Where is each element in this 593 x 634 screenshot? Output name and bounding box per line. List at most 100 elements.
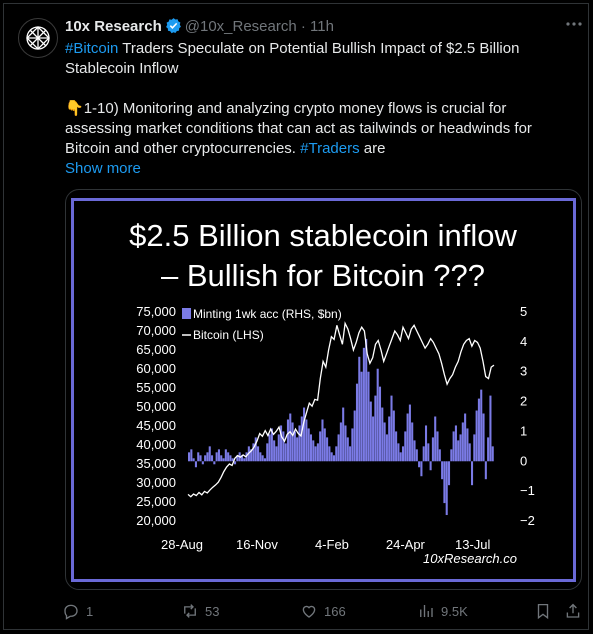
minting-bar bbox=[454, 425, 457, 462]
minting-bar bbox=[300, 416, 303, 462]
left-tick-label: 60,000 bbox=[136, 361, 176, 376]
author-handle[interactable]: @10x_Research bbox=[184, 18, 297, 35]
minting-bar bbox=[443, 461, 446, 504]
minting-bar bbox=[342, 407, 345, 462]
minting-bar bbox=[268, 434, 271, 462]
minting-bar bbox=[365, 338, 368, 462]
reply-button[interactable]: 1 bbox=[62, 602, 93, 620]
minting-bar bbox=[319, 431, 322, 462]
minting-bar bbox=[424, 425, 428, 462]
minting-bar bbox=[335, 446, 338, 462]
minting-bar bbox=[441, 461, 444, 480]
minting-bar bbox=[434, 416, 437, 462]
minting-bar bbox=[266, 443, 269, 462]
minting-bar bbox=[383, 422, 386, 462]
minting-bar bbox=[263, 458, 266, 462]
like-count: 166 bbox=[324, 603, 346, 619]
minting-bar bbox=[284, 443, 287, 462]
x-tick-label: 4-Feb bbox=[315, 537, 349, 552]
minting-bar bbox=[270, 428, 273, 462]
minting-bar bbox=[339, 422, 342, 462]
views-button[interactable]: 9.5K bbox=[417, 602, 468, 620]
minting-bar bbox=[466, 428, 469, 462]
minting-bar bbox=[438, 449, 441, 462]
show-more-link[interactable]: Show more bbox=[65, 160, 141, 177]
minting-bar bbox=[312, 440, 315, 462]
x-tick-label: 16-Nov bbox=[236, 537, 278, 552]
minting-bar bbox=[273, 440, 276, 462]
reply-count: 1 bbox=[86, 603, 94, 619]
left-tick-label: 30,000 bbox=[136, 475, 176, 490]
minting-bar bbox=[378, 386, 382, 462]
more-icon[interactable] bbox=[563, 16, 585, 36]
minting-bar bbox=[305, 419, 308, 462]
minting-bar bbox=[388, 416, 391, 462]
tweet-media[interactable]: $2.5 Billion stablecoin inflow – Bullish… bbox=[65, 189, 582, 590]
repost-icon bbox=[184, 604, 196, 618]
minting-bar bbox=[399, 452, 402, 462]
right-tick-label: −2 bbox=[520, 513, 535, 528]
share-button[interactable] bbox=[564, 602, 582, 620]
hashtag-traders[interactable]: #Traders bbox=[300, 140, 360, 157]
minting-bar bbox=[395, 431, 398, 462]
minting-bar bbox=[457, 440, 460, 462]
minting-bar bbox=[475, 410, 478, 462]
x-tick-label: 24-Apr bbox=[386, 537, 426, 552]
minting-bar bbox=[422, 446, 425, 462]
minting-bar bbox=[464, 413, 467, 462]
left-tick-label: 75,000 bbox=[136, 304, 176, 319]
minting-bar bbox=[298, 425, 301, 462]
hashtag-bitcoin[interactable]: #Bitcoin bbox=[65, 40, 119, 57]
minting-bar bbox=[447, 461, 451, 486]
left-tick-label: 45,000 bbox=[136, 418, 176, 433]
left-tick-label: 40,000 bbox=[136, 437, 176, 452]
minting-bar bbox=[326, 437, 329, 462]
minting-bar bbox=[413, 440, 416, 462]
chart-title-line1: $2.5 Billion stablecoin inflow bbox=[129, 218, 517, 253]
like-button[interactable]: 166 bbox=[300, 602, 346, 620]
bookmark-button[interactable] bbox=[534, 602, 552, 620]
bitcoin-line-path bbox=[187, 321, 495, 498]
left-tick-label: 70,000 bbox=[136, 323, 176, 338]
repost-button[interactable]: 53 bbox=[181, 602, 219, 620]
separator-dot: · bbox=[300, 18, 306, 35]
x-tick-label: 28-Aug bbox=[161, 537, 203, 552]
minting-bar bbox=[420, 461, 423, 477]
minting-bar bbox=[323, 428, 326, 462]
minting-bar bbox=[259, 452, 262, 462]
tweet-actions: 1 53 166 9.5K bbox=[4, 602, 593, 624]
left-tick-label: 20,000 bbox=[136, 513, 176, 528]
timestamp[interactable]: 11h bbox=[310, 18, 334, 35]
minting-bar bbox=[282, 431, 285, 462]
minting-bar bbox=[491, 446, 494, 462]
minting-bar bbox=[461, 422, 464, 462]
minting-bar bbox=[477, 398, 480, 462]
views-icon bbox=[420, 605, 433, 617]
minting-bar bbox=[397, 443, 400, 462]
minting-bar bbox=[344, 425, 347, 462]
tweet-card: 10x Research @10x_Research · 11h #Bitcoin… bbox=[3, 3, 589, 630]
right-tick-label: 3 bbox=[520, 364, 527, 379]
minting-bar bbox=[360, 371, 363, 462]
left-tick-label: 55,000 bbox=[136, 380, 176, 395]
minting-bar bbox=[459, 434, 462, 462]
minting-bar bbox=[468, 443, 471, 462]
minting-bar bbox=[240, 455, 243, 462]
left-tick-label: 35,000 bbox=[136, 456, 176, 471]
minting-bar bbox=[206, 452, 209, 462]
tweet-header: 10x Research @10x_Research · 11h bbox=[65, 17, 334, 36]
bookmark-icon bbox=[537, 603, 549, 620]
minting-bar bbox=[197, 452, 200, 462]
verified-badge-icon bbox=[165, 17, 182, 34]
right-tick-label: 2 bbox=[520, 394, 527, 409]
minting-bar bbox=[484, 461, 487, 480]
minting-bar bbox=[277, 434, 280, 462]
minting-bar bbox=[358, 356, 361, 462]
minting-bar bbox=[314, 446, 317, 462]
author-name[interactable]: 10x Research bbox=[65, 18, 162, 35]
minting-bar bbox=[307, 428, 310, 462]
reply-icon bbox=[64, 604, 78, 620]
avatar[interactable] bbox=[18, 18, 58, 58]
minting-bar bbox=[236, 455, 239, 462]
minting-bar bbox=[385, 434, 388, 462]
